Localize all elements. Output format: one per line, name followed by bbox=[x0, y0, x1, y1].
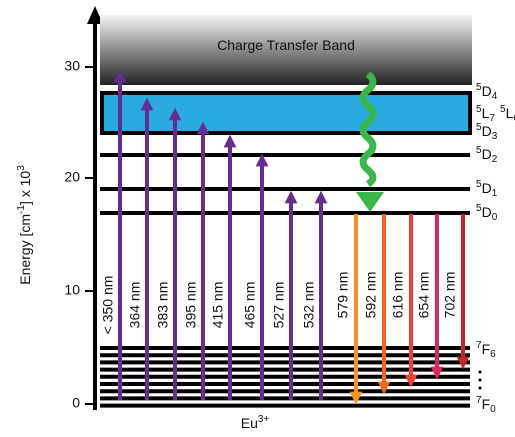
emission-label: 579 nm bbox=[335, 272, 351, 319]
dot bbox=[478, 386, 482, 390]
text-part: 1 bbox=[492, 188, 498, 199]
text-part: 0 bbox=[492, 212, 498, 223]
excitation-label: 383 nm bbox=[155, 282, 171, 329]
text-part: 7 bbox=[489, 113, 495, 124]
text-part: D bbox=[482, 123, 492, 139]
text-part: 3 bbox=[492, 131, 498, 142]
excitation-label: 532 nm bbox=[301, 282, 317, 329]
level-label: 5D2 bbox=[476, 145, 498, 165]
text-part: 5 bbox=[476, 104, 482, 115]
text-part: ] x 10 bbox=[17, 171, 33, 205]
text-part: 7 bbox=[476, 340, 482, 351]
text-part: 5 bbox=[476, 203, 482, 214]
text-part: 6 bbox=[490, 349, 496, 360]
text-part: L bbox=[482, 105, 490, 121]
tick-label: 10 bbox=[64, 282, 80, 298]
text-part: 6 bbox=[513, 113, 515, 124]
text-part: -1 bbox=[16, 205, 27, 214]
relaxation-head bbox=[356, 192, 384, 212]
band bbox=[100, 15, 472, 85]
text-part: D bbox=[482, 204, 492, 220]
tick-label: 0 bbox=[72, 395, 80, 411]
relaxation-arrow bbox=[359, 71, 377, 188]
text-part: Eu bbox=[241, 415, 258, 431]
excitation-label: 415 nm bbox=[210, 282, 226, 329]
emission-label: 654 nm bbox=[416, 272, 432, 319]
dot bbox=[478, 370, 482, 374]
text-part: 2 bbox=[492, 154, 498, 165]
level-label: 5D1 bbox=[476, 179, 498, 199]
excitation-label: 364 nm bbox=[127, 282, 143, 329]
emission-label: 702 nm bbox=[442, 272, 458, 319]
level-label: 7F6 bbox=[476, 340, 496, 360]
text-part: 0 bbox=[490, 404, 496, 415]
excitation-label: 527 nm bbox=[271, 282, 287, 329]
text-part: Energy [cm bbox=[17, 214, 33, 285]
emission-label: 592 nm bbox=[363, 272, 379, 319]
axis-arrow bbox=[87, 6, 103, 24]
text-part: 3 bbox=[16, 165, 27, 171]
text-part: F bbox=[482, 341, 491, 357]
level-label: 5D4 bbox=[476, 82, 498, 102]
text-part: L bbox=[506, 105, 514, 121]
excitation-label: 465 nm bbox=[242, 282, 258, 329]
text-part: D bbox=[482, 180, 492, 196]
ion-label: Eu3+ bbox=[241, 414, 270, 431]
band-label: Charge Transfer Band bbox=[217, 37, 355, 53]
level-label: 5L6 bbox=[500, 104, 515, 124]
text-part: F bbox=[482, 396, 491, 412]
text-part: D bbox=[482, 146, 492, 162]
emission-label: 616 nm bbox=[390, 272, 406, 319]
text-part: 7 bbox=[476, 395, 482, 406]
excitation-label: < 350 nm bbox=[100, 276, 116, 335]
tick-label: 30 bbox=[64, 58, 80, 74]
text-part: 4 bbox=[492, 91, 498, 102]
level-label: 7F0 bbox=[476, 395, 496, 415]
level-label: 5L7 bbox=[476, 104, 495, 124]
text-part: D bbox=[482, 83, 492, 99]
excitation-label: 395 nm bbox=[183, 282, 199, 329]
level-label: 5D3 bbox=[476, 122, 498, 142]
text-part: 5 bbox=[476, 145, 482, 156]
text-part: 5 bbox=[476, 82, 482, 93]
level-block bbox=[100, 91, 472, 135]
dot bbox=[478, 378, 482, 382]
axis-title: Energy [cm-1] x 103 bbox=[16, 165, 33, 285]
text-part: 3+ bbox=[258, 414, 270, 425]
tick-label: 20 bbox=[64, 169, 80, 185]
text-part: 5 bbox=[500, 104, 506, 115]
level-label: 5D0 bbox=[476, 203, 498, 223]
text-part: 5 bbox=[476, 122, 482, 133]
text-part: 5 bbox=[476, 179, 482, 190]
